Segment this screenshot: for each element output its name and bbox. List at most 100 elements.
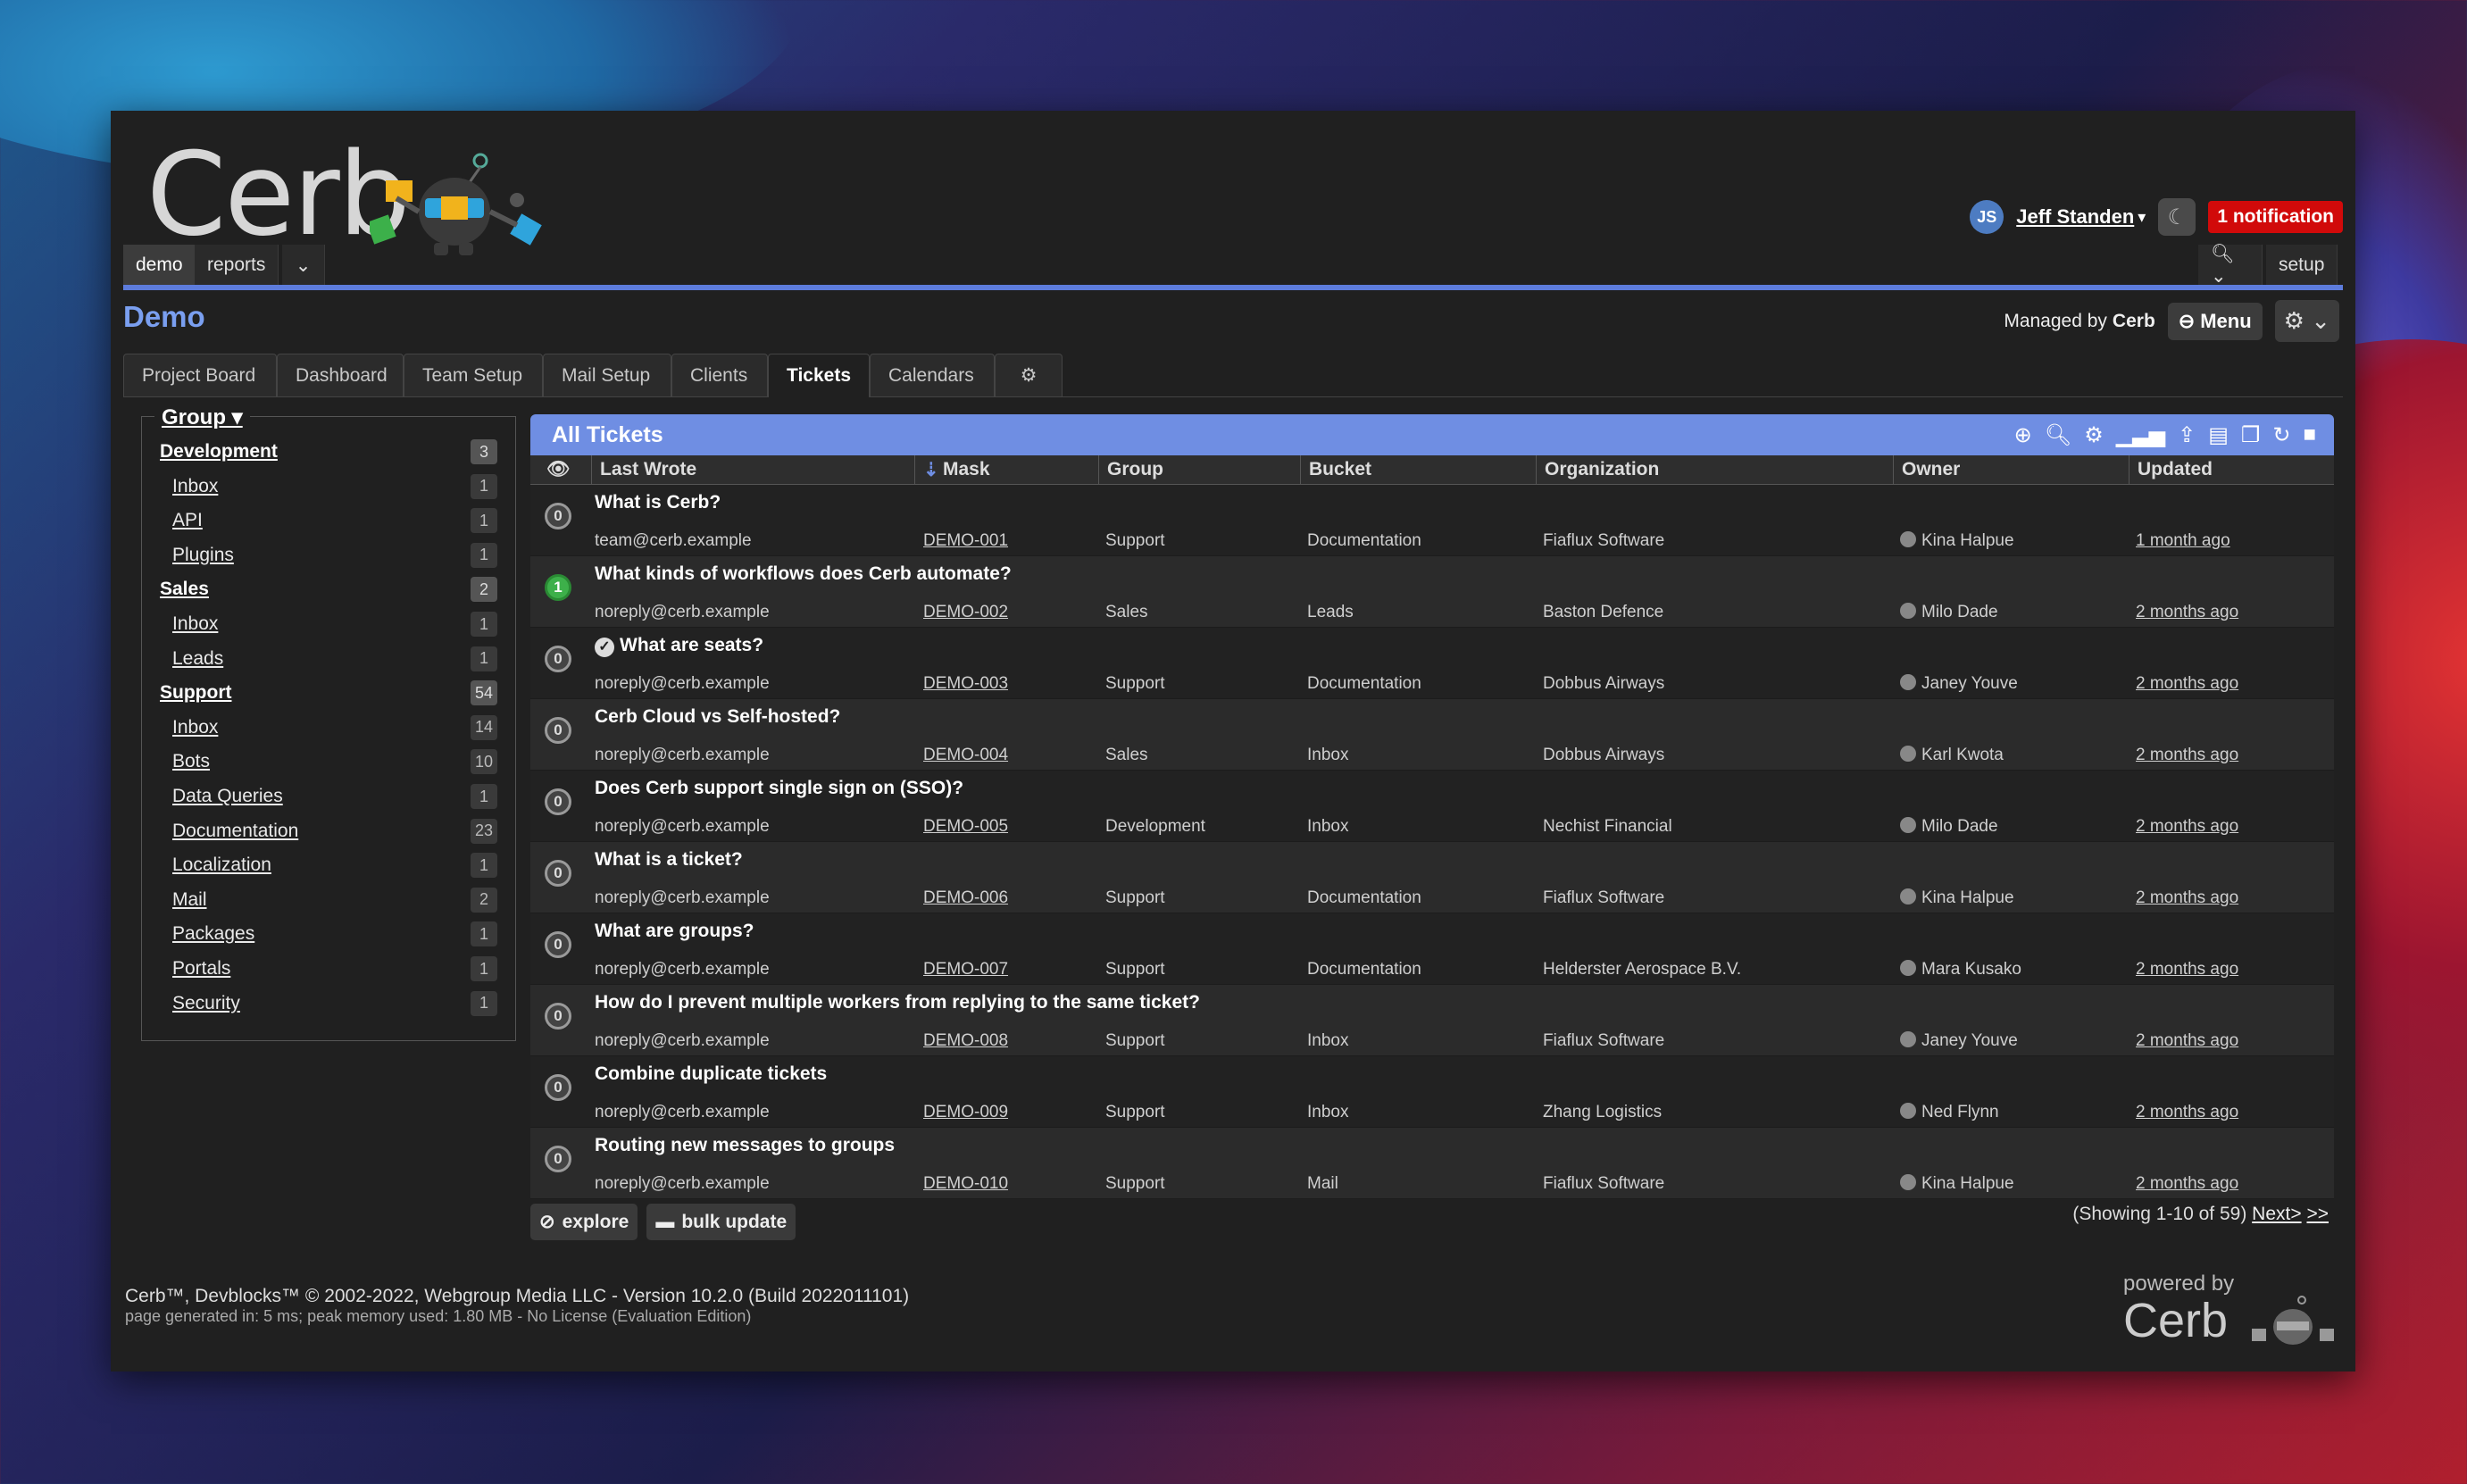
- group-item[interactable]: Mail 2: [160, 883, 497, 917]
- ticket-subject[interactable]: What is Cerb?: [595, 492, 721, 513]
- col-mask[interactable]: Mask: [943, 459, 990, 479]
- ticket-subject[interactable]: What kinds of workflows does Cerb automa…: [595, 563, 1012, 585]
- ticket-status-badge[interactable]: 0: [545, 646, 571, 672]
- ticket-subject[interactable]: Cerb Cloud vs Self-hosted?: [595, 706, 840, 728]
- export-icon[interactable]: ⇪: [2178, 422, 2196, 447]
- group-item[interactable]: API 1: [160, 504, 497, 538]
- group-item-label[interactable]: Inbox: [172, 716, 219, 738]
- row-owner[interactable]: Ned Flynn: [1900, 1103, 1999, 1122]
- group-item-label[interactable]: Security: [172, 992, 240, 1013]
- group-item[interactable]: Packages 1: [160, 917, 497, 951]
- row-owner[interactable]: Milo Dade: [1900, 817, 1998, 837]
- ticket-status-badge[interactable]: 0: [545, 1003, 571, 1030]
- row-mask[interactable]: DEMO-005: [923, 817, 1009, 836]
- group-item[interactable]: Localization 1: [160, 848, 497, 882]
- worklist-title[interactable]: All Tickets: [552, 421, 663, 447]
- group-item-label[interactable]: Bots: [172, 751, 211, 772]
- row-updated[interactable]: 2 months ago: [2136, 674, 2239, 693]
- row-mask[interactable]: DEMO-004: [923, 746, 1009, 764]
- page-menu-button[interactable]: ⊖ Menu: [2167, 302, 2263, 340]
- search-icon[interactable]: 🔍︎: [2044, 422, 2072, 447]
- row-owner[interactable]: Karl Kwota: [1900, 746, 2004, 765]
- row-owner[interactable]: Janey Youve: [1900, 674, 2018, 694]
- row-owner[interactable]: Janey Youve: [1900, 1031, 2018, 1051]
- row-mask[interactable]: DEMO-010: [923, 1174, 1009, 1193]
- ticket-status-badge[interactable]: 0: [545, 717, 571, 744]
- ticket-status-badge[interactable]: 0: [545, 931, 571, 958]
- add-icon[interactable]: ⊕: [2013, 422, 2032, 447]
- tab-clients[interactable]: Clients: [671, 354, 768, 396]
- row-updated[interactable]: 2 months ago: [2136, 746, 2239, 764]
- row-owner[interactable]: Milo Dade: [1900, 603, 1998, 622]
- nav-more-button[interactable]: ⌄: [282, 245, 325, 286]
- tab-tickets[interactable]: Tickets: [768, 354, 870, 397]
- group-item-label[interactable]: Plugins: [172, 544, 234, 565]
- ticket-subject[interactable]: Routing new messages to groups: [595, 1135, 895, 1156]
- next-page-link[interactable]: Next>: [2252, 1204, 2302, 1224]
- col-organization[interactable]: Organization: [1545, 459, 1660, 479]
- ticket-status-badge[interactable]: 0: [545, 788, 571, 815]
- tab-project-board[interactable]: Project Board: [123, 354, 277, 396]
- group-item-label[interactable]: API: [172, 510, 203, 531]
- ticket-row[interactable]: 0 What is Cerb? team@cerb.example DEMO-001 S…: [530, 485, 2334, 556]
- refresh-icon[interactable]: ↻: [2272, 422, 2291, 447]
- ticket-status-badge[interactable]: 0: [545, 1146, 571, 1172]
- chart-icon[interactable]: ▁▃▅: [2115, 422, 2166, 447]
- row-owner[interactable]: Mara Kusako: [1900, 960, 2021, 980]
- search-menu-button[interactable]: 🔍︎ ⌄: [2198, 244, 2263, 287]
- tab-calendars[interactable]: Calendars: [870, 354, 995, 396]
- ticket-status-badge[interactable]: 1: [545, 574, 571, 601]
- group-item-label[interactable]: Inbox: [172, 613, 219, 634]
- group-legend[interactable]: Group ▾: [154, 404, 250, 430]
- group-item[interactable]: Security 1: [160, 987, 497, 1021]
- group-item[interactable]: Support 54: [160, 676, 497, 710]
- row-updated[interactable]: 2 months ago: [2136, 960, 2239, 979]
- tab-dashboard[interactable]: Dashboard: [277, 354, 404, 396]
- group-item[interactable]: Development 3: [160, 435, 497, 469]
- ticket-subject[interactable]: What is a ticket?: [595, 849, 743, 871]
- col-bucket[interactable]: Bucket: [1309, 459, 1372, 479]
- row-updated[interactable]: 2 months ago: [2136, 1103, 2239, 1121]
- ticket-row[interactable]: 0 Cerb Cloud vs Self-hosted? noreply@cerb.…: [530, 699, 2334, 771]
- col-updated[interactable]: Updated: [2138, 459, 2213, 479]
- group-item[interactable]: Inbox 14: [160, 711, 497, 745]
- ticket-status-badge[interactable]: 0: [545, 860, 571, 887]
- cerb-logo[interactable]: Cerb: [146, 129, 557, 271]
- row-mask[interactable]: DEMO-008: [923, 1031, 1009, 1050]
- select-all-checkbox[interactable]: ■: [2303, 421, 2317, 446]
- tab-team-setup[interactable]: Team Setup: [404, 354, 543, 396]
- group-item-label[interactable]: Support: [160, 682, 232, 704]
- ticket-row[interactable]: 0 What is a ticket? noreply@cerb.example DE…: [530, 842, 2334, 913]
- row-owner[interactable]: Kina Halpue: [1900, 531, 2014, 551]
- col-last-wrote[interactable]: Last Wrote: [600, 459, 697, 479]
- group-item-label[interactable]: Development: [160, 441, 278, 462]
- col-owner[interactable]: Owner: [1902, 459, 1961, 479]
- ticket-row[interactable]: 0 Does Cerb support single sign on (SSO)?…: [530, 771, 2334, 842]
- ticket-subject[interactable]: What are groups?: [595, 921, 754, 942]
- row-updated[interactable]: 1 month ago: [2136, 531, 2230, 550]
- group-item[interactable]: Inbox 1: [160, 607, 497, 641]
- ticket-subject[interactable]: Does Cerb support single sign on (SSO)?: [595, 778, 963, 799]
- row-updated[interactable]: 2 months ago: [2136, 603, 2239, 621]
- nav-tab-reports[interactable]: reports: [195, 245, 279, 286]
- nav-tab-demo[interactable]: demo: [123, 245, 196, 286]
- eye-icon[interactable]: 👁︎: [546, 459, 571, 479]
- row-mask[interactable]: DEMO-009: [923, 1103, 1009, 1121]
- dark-mode-toggle[interactable]: ☾: [2158, 198, 2196, 236]
- ticket-subject[interactable]: Combine duplicate tickets: [595, 1063, 827, 1085]
- ticket-status-badge[interactable]: 0: [545, 503, 571, 529]
- page-settings-button[interactable]: ⚙ ⌄: [2274, 300, 2339, 342]
- row-owner[interactable]: Kina Halpue: [1900, 1174, 2014, 1194]
- ticket-row[interactable]: 0 Combine duplicate tickets noreply@cerb.e…: [530, 1056, 2334, 1128]
- row-mask[interactable]: DEMO-001: [923, 531, 1009, 550]
- ticket-row[interactable]: 0 Routing new messages to groups noreply@c…: [530, 1128, 2334, 1199]
- tab-mail-setup[interactable]: Mail Setup: [543, 354, 671, 396]
- col-group[interactable]: Group: [1107, 459, 1163, 479]
- user-avatar[interactable]: JS: [1970, 200, 2004, 234]
- row-updated[interactable]: 2 months ago: [2136, 817, 2239, 836]
- ticket-row[interactable]: 0 How do I prevent multiple workers from …: [530, 985, 2334, 1056]
- row-mask[interactable]: DEMO-002: [923, 603, 1009, 621]
- group-item-label[interactable]: Data Queries: [172, 786, 283, 806]
- row-updated[interactable]: 2 months ago: [2136, 1174, 2239, 1193]
- gear-icon[interactable]: ⚙: [2084, 422, 2104, 447]
